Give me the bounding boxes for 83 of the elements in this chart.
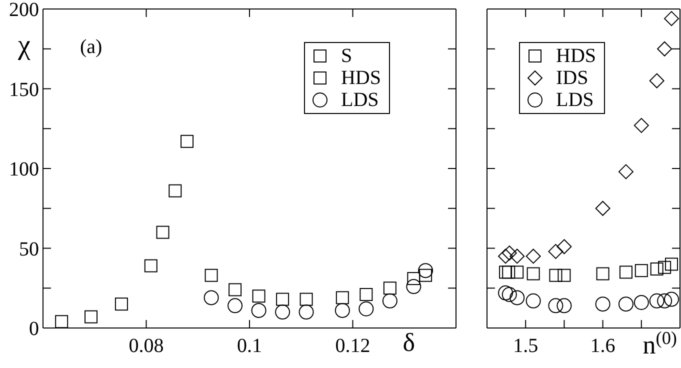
point xyxy=(595,296,610,312)
point xyxy=(382,293,398,308)
point xyxy=(650,262,664,276)
point xyxy=(407,272,420,286)
point xyxy=(252,290,266,303)
point xyxy=(556,239,572,254)
point xyxy=(548,244,564,259)
point xyxy=(596,267,610,280)
point xyxy=(618,296,634,312)
point xyxy=(275,304,290,320)
y-tick-label: 100 xyxy=(9,158,39,181)
point xyxy=(144,259,158,272)
point xyxy=(634,294,649,310)
legend-label: S xyxy=(340,45,352,67)
y-tick-label: 50 xyxy=(19,238,39,260)
point xyxy=(168,184,182,198)
legend-label: HDS xyxy=(556,45,596,67)
point xyxy=(276,292,290,306)
point xyxy=(548,298,564,314)
point xyxy=(502,287,517,302)
point xyxy=(634,264,648,278)
x-axis-title: n$^{(0)}$ xyxy=(642,328,677,360)
y-tick-label: 0 xyxy=(29,318,39,340)
point xyxy=(298,304,314,320)
x-tick-label: 0.08 xyxy=(128,335,164,358)
x-tick-label: 0.12 xyxy=(335,335,370,358)
y-tick-label: 150 xyxy=(9,78,39,101)
point xyxy=(658,260,672,274)
point xyxy=(419,268,432,282)
point xyxy=(556,298,572,314)
point xyxy=(334,302,350,318)
point xyxy=(526,293,541,308)
point xyxy=(204,290,219,306)
point xyxy=(649,293,664,308)
legend-label: LDS xyxy=(556,89,594,111)
point xyxy=(510,248,525,264)
point xyxy=(510,290,525,306)
point xyxy=(634,118,649,133)
point xyxy=(526,267,540,280)
point xyxy=(618,164,634,180)
x-tick-label: 1.5 xyxy=(513,335,538,358)
point xyxy=(55,315,68,328)
point xyxy=(114,298,128,311)
point xyxy=(84,310,98,324)
point xyxy=(358,301,374,316)
legend-label: IDS xyxy=(556,67,588,89)
annotation: (a) xyxy=(80,36,102,59)
y-axis-title: χ xyxy=(18,30,30,61)
point xyxy=(498,285,514,300)
point xyxy=(619,266,632,279)
legend-label: HDS xyxy=(340,67,381,89)
x-tick-label: 1.6 xyxy=(590,335,616,358)
point xyxy=(664,11,680,26)
point xyxy=(657,41,672,56)
legend-label: LDS xyxy=(340,89,379,111)
point xyxy=(383,282,396,295)
point xyxy=(499,266,512,279)
point xyxy=(657,293,672,308)
point xyxy=(360,288,373,302)
point xyxy=(300,292,313,306)
y-tick-label: 200 xyxy=(9,0,39,22)
point xyxy=(406,279,422,294)
point xyxy=(418,263,434,278)
point xyxy=(649,73,664,88)
x-tick-label: 0.1 xyxy=(237,335,262,358)
point xyxy=(180,134,194,148)
point xyxy=(228,298,243,314)
point xyxy=(251,302,266,318)
point xyxy=(156,226,170,239)
point xyxy=(664,292,680,307)
point xyxy=(526,248,541,264)
x-axis-title: δ xyxy=(402,328,415,357)
point xyxy=(558,268,571,282)
point xyxy=(595,200,610,216)
point xyxy=(502,246,517,261)
point xyxy=(336,291,349,304)
point xyxy=(498,248,514,264)
point xyxy=(502,266,516,279)
point xyxy=(510,266,524,279)
point xyxy=(204,268,218,282)
point xyxy=(228,283,242,296)
point xyxy=(549,268,562,282)
point xyxy=(665,258,678,271)
